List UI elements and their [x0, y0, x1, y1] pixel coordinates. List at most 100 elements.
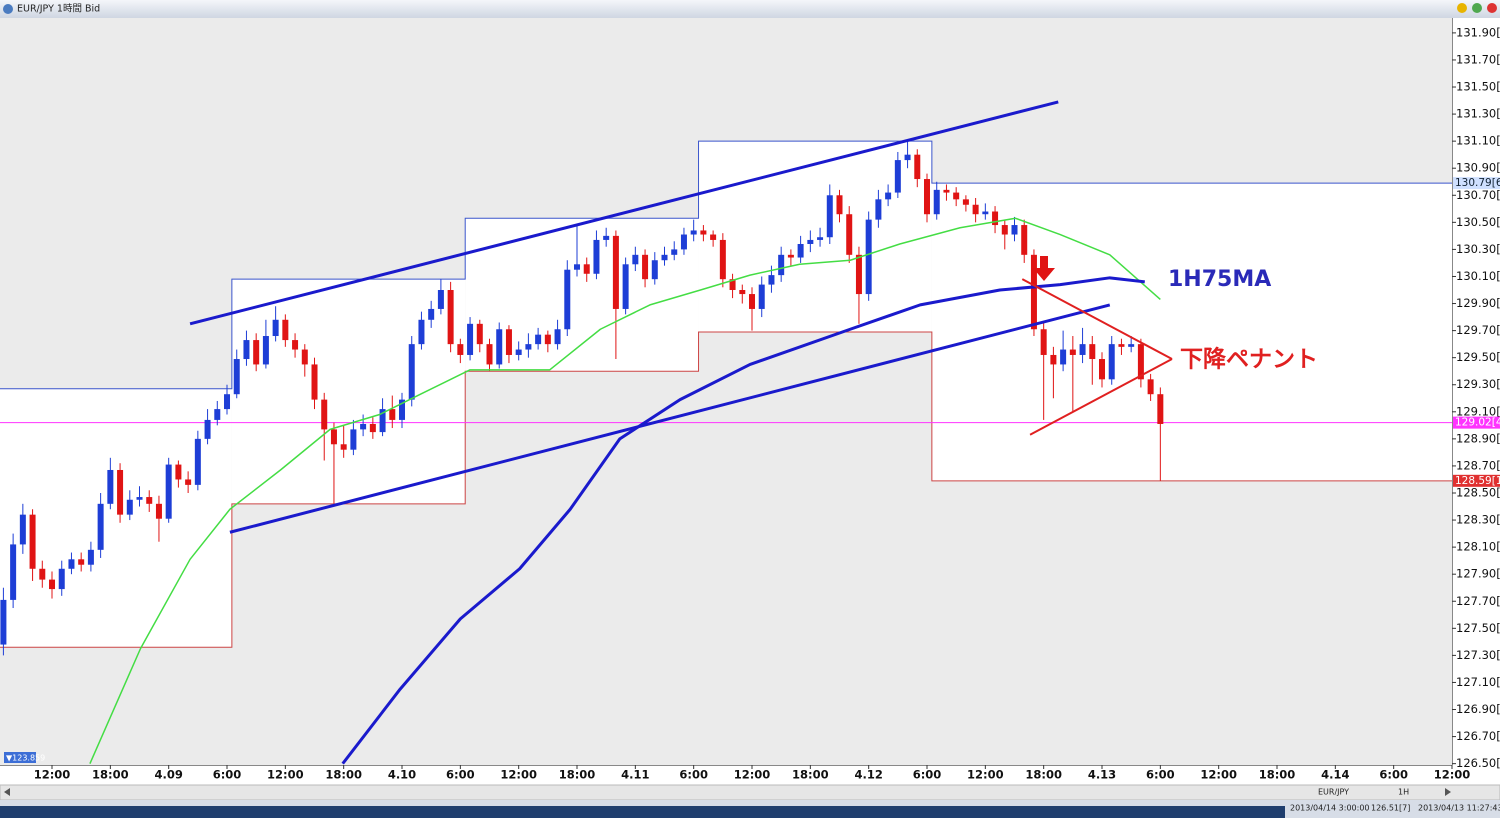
x-tick-label: 4.13: [1088, 768, 1116, 782]
y-tick-label: 126.70[0: [1456, 729, 1500, 743]
x-tick-label: 4.11: [621, 768, 649, 782]
moving-average: [341, 276, 1145, 765]
candle-body: [68, 559, 75, 569]
candle-body: [1128, 344, 1135, 347]
y-tick-label: 131.10[0: [1456, 134, 1500, 148]
candle-body: [933, 189, 940, 215]
x-tick-label: 18:00: [1259, 768, 1296, 782]
candle-body: [214, 409, 221, 420]
candle-body: [1079, 344, 1086, 355]
candle-body: [535, 334, 542, 345]
candle-body: [253, 340, 260, 365]
candle-body: [1099, 359, 1106, 380]
x-tick-label: 18:00: [325, 768, 362, 782]
candle-body: [651, 260, 658, 280]
candle-body: [136, 497, 143, 500]
y-tick-label: 129.70[0: [1456, 323, 1500, 337]
candle-body: [661, 254, 668, 261]
candle-body: [330, 429, 337, 445]
y-tick-label: 126.90[0: [1456, 702, 1500, 716]
close-button[interactable]: [1487, 3, 1497, 13]
session-box: [0, 388, 232, 648]
candle-body: [525, 344, 532, 350]
price-tag: [1453, 474, 1500, 487]
candle-body: [292, 340, 299, 350]
x-tick-label: 4.09: [154, 768, 182, 782]
candle-body: [505, 329, 512, 355]
candle-body: [369, 423, 376, 433]
moving-average: [89, 217, 1161, 764]
corner-label: ▼123.859: [6, 754, 45, 763]
y-tick-label: 127.70[0: [1456, 594, 1500, 608]
candle-body: [1108, 344, 1115, 380]
candle-body: [836, 195, 843, 215]
candle-body: [749, 294, 756, 309]
candle-body: [1001, 225, 1008, 235]
y-tick-label: 128.10[0: [1456, 540, 1500, 554]
server-time: 2013/04/13 11:27:43: [1418, 804, 1500, 813]
candle-body: [855, 254, 862, 295]
candle-body: [87, 549, 94, 565]
candle-body: [1137, 344, 1144, 380]
candle-body: [428, 308, 435, 320]
x-tick-label: 12:00: [967, 768, 1004, 782]
candle-body: [943, 189, 950, 193]
candle-body: [914, 154, 921, 180]
x-tick-label: 6:00: [1379, 768, 1408, 782]
x-tick-label: 12:00: [1200, 768, 1237, 782]
y-tick-label: 130.70[0: [1456, 188, 1500, 202]
candle-body: [1050, 354, 1057, 365]
candle-body: [1030, 254, 1037, 330]
minimize-button[interactable]: [1457, 3, 1467, 13]
y-tick-label: 130.90[0: [1456, 161, 1500, 175]
x-tick-label: 12:00: [267, 768, 304, 782]
timeframe-select[interactable]: 1H: [1398, 788, 1409, 797]
y-tick-label: 126.50[0: [1456, 756, 1500, 770]
y-tick-label: 131.50[0: [1456, 80, 1500, 94]
candle-body: [155, 503, 162, 519]
candle-body: [1069, 349, 1076, 355]
app-icon: [3, 4, 13, 14]
candle-body: [408, 344, 415, 400]
candle-body: [680, 234, 687, 250]
candle-body: [194, 438, 201, 485]
pair-select[interactable]: EUR/JPY: [1318, 788, 1349, 797]
y-tick-label: 128.70[0: [1456, 458, 1500, 472]
candle-body: [165, 464, 172, 519]
time-axis: [0, 765, 1452, 785]
cursor-price: 126.51[7]: [1371, 804, 1410, 813]
y-tick-label: 128.30[0: [1456, 513, 1500, 527]
title-bar: [0, 0, 1500, 18]
candle-body: [29, 514, 36, 569]
y-tick-label: 128.90[0: [1456, 431, 1500, 445]
scroll-left[interactable]: [4, 788, 10, 796]
candle-body: [768, 275, 775, 285]
candle-body: [1060, 349, 1067, 365]
candle-body: [758, 284, 765, 309]
candle-body: [564, 269, 571, 330]
candle-body: [992, 211, 999, 226]
arrow-annotation: [1033, 256, 1055, 281]
scroll-right[interactable]: [1445, 788, 1451, 796]
x-tick-label: 6:00: [679, 768, 708, 782]
candle-body: [622, 264, 629, 309]
candle-body: [476, 323, 483, 345]
x-tick-label: 4.10: [388, 768, 416, 782]
candle-body: [612, 235, 619, 309]
candle-body: [301, 349, 308, 365]
candle-body: [1147, 379, 1154, 395]
maximize-button[interactable]: [1472, 3, 1482, 13]
candle-body: [846, 214, 853, 255]
y-tick-label: 131.70[0: [1456, 52, 1500, 66]
x-tick-label: 12:00: [34, 768, 71, 782]
candle-body: [457, 344, 464, 355]
candle-body: [58, 568, 65, 590]
candle-body: [1021, 225, 1028, 255]
scrollbar[interactable]: [0, 784, 1500, 801]
candle-body: [78, 559, 85, 565]
price-tag-label: 130.79[6: [1455, 177, 1500, 189]
x-tick-label: 6:00: [1146, 768, 1175, 782]
candle-body: [1011, 225, 1018, 235]
candle-body: [875, 199, 882, 220]
